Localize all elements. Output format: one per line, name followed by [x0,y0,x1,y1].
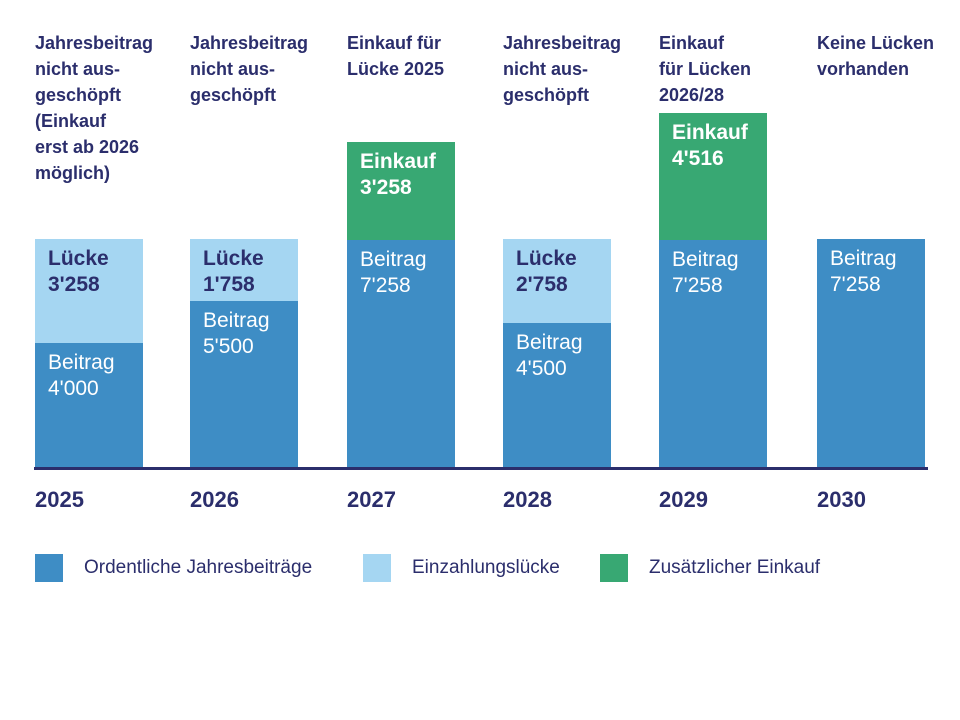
segment-value: 2'758 [516,273,568,296]
segment-value: 3'258 [48,273,100,296]
segment-value: 4'516 [672,147,724,170]
column-annotation-2027: Einkauf für Lücke 2025 [347,33,445,79]
segment-label: Lücke [516,247,577,270]
segment-value: 3'258 [360,176,412,199]
segment-value: 4'500 [516,357,567,380]
year-label-2028: 2028 [503,487,552,512]
column-annotation-2026: Jahresbeitrag nicht aus- geschöpft [190,33,309,105]
column-annotation-2025: Jahresbeitrag nicht aus- geschöpft (Eink… [35,33,154,183]
segment-value: 5'500 [203,335,254,358]
bar-2028: Lücke 2'758 Beitrag 4'500 [503,239,611,470]
segment-value: 1'758 [203,273,255,296]
segment-einkauf-2029: Einkauf 4'516 [659,113,767,240]
segment-label: Beitrag [672,248,739,271]
segment-label: Lücke [203,247,264,270]
bar-2029: Einkauf 4'516 Beitrag 7'258 [659,113,767,470]
segment-label: Lücke [48,247,109,270]
bar-2026: Lücke 1'758 Beitrag 5'500 [190,239,298,470]
legend-swatch-beitrag [35,554,63,582]
segment-value: 7'258 [830,273,881,296]
segment-value: 4'000 [48,377,99,400]
legend-label-einkauf: Zusätzlicher Einkauf [649,557,821,578]
segment-beitrag-2028: Beitrag 4'500 [503,323,611,470]
legend-swatch-luecke [363,554,391,582]
segment-luecke-2026: Lücke 1'758 [190,239,298,301]
legend-label-luecke: Einzahlungslücke [412,557,560,578]
bar-2030: Beitrag 7'258 [817,239,925,470]
year-label-2025: 2025 [35,487,84,512]
segment-value: 7'258 [672,274,723,297]
x-axis-line [34,467,928,470]
segment-luecke-2025: Lücke 3'258 [35,239,143,343]
segment-beitrag-2025: Beitrag 4'000 [35,343,143,470]
segment-label: Beitrag [203,309,270,332]
legend-item-beitrag: Ordentliche Jahresbeiträge [35,554,312,582]
segment-label: Beitrag [360,248,427,271]
bar-2025: Lücke 3'258 Beitrag 4'000 [35,239,143,470]
segment-beitrag-2029: Beitrag 7'258 [659,240,767,470]
segment-label: Einkauf [672,121,748,144]
segment-label: Beitrag [830,247,897,270]
column-annotation-2028: Jahresbeitrag nicht aus- geschöpft [503,33,622,105]
column-annotation-2029: Einkauf für Lücken 2026/28 [659,33,752,105]
legend-item-einkauf: Zusätzlicher Einkauf [600,554,820,582]
segment-beitrag-2026: Beitrag 5'500 [190,301,298,470]
year-label-2027: 2027 [347,487,396,512]
segment-beitrag-2027: Beitrag 7'258 [347,240,455,470]
year-label-2030: 2030 [817,487,866,512]
segment-value: 7'258 [360,274,411,297]
segment-einkauf-2027: Einkauf 3'258 [347,142,455,240]
legend-swatch-einkauf [600,554,628,582]
segment-label: Beitrag [516,331,583,354]
year-label-2029: 2029 [659,487,708,512]
segment-label: Einkauf [360,150,436,173]
segment-luecke-2028: Lücke 2'758 [503,239,611,323]
legend-item-luecke: Einzahlungslücke [363,554,560,582]
column-annotation-2030: Keine Lücken vorhanden [817,33,935,79]
bar-2027: Einkauf 3'258 Beitrag 7'258 [347,142,455,470]
legend-label-beitrag: Ordentliche Jahresbeiträge [84,557,313,578]
segment-label: Beitrag [48,351,115,374]
segment-beitrag-2030: Beitrag 7'258 [817,239,925,470]
year-label-2026: 2026 [190,487,239,512]
